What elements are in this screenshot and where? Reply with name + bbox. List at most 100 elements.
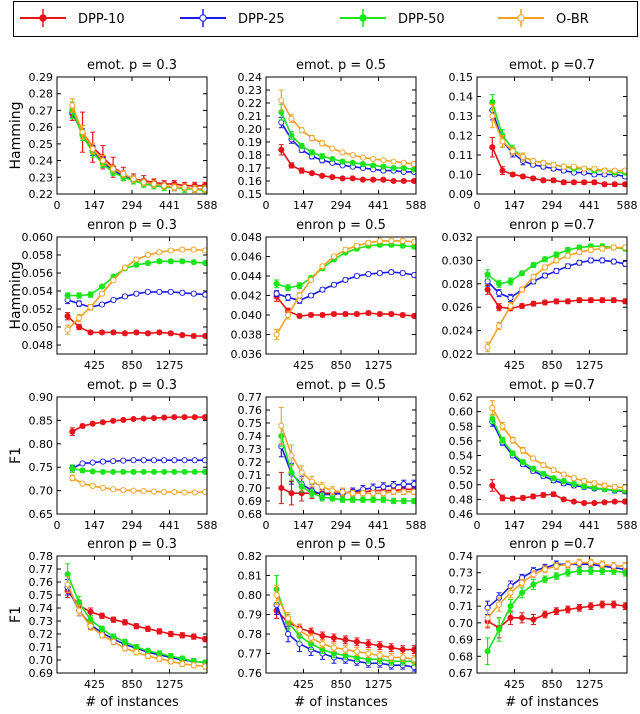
y-tick-label: 0.060 xyxy=(22,231,54,244)
data-point xyxy=(540,491,547,499)
data-point xyxy=(179,632,186,639)
x-tick-label: 425 xyxy=(293,678,314,691)
y-tick-label: 0.17 xyxy=(238,162,263,175)
data-point xyxy=(410,497,416,505)
data-point xyxy=(296,312,303,320)
axes-frame xyxy=(56,236,208,355)
data-point xyxy=(89,420,96,427)
data-point xyxy=(202,636,207,643)
data-point xyxy=(518,270,526,277)
data-point xyxy=(611,181,618,188)
legend-marker xyxy=(517,14,525,22)
series-dpp-10 xyxy=(484,284,627,312)
data-point xyxy=(496,304,503,311)
panel-1-3: emot. p =0.7 0.09 0.10 0.11 0.12 0.13 0.14 0.15… xyxy=(449,58,638,212)
series-dpp-10 xyxy=(69,414,207,436)
data-point xyxy=(308,170,315,177)
y-tick-label: 0.15 xyxy=(449,71,474,84)
x-tick-label: 1275 xyxy=(576,678,604,691)
data-point xyxy=(550,161,557,168)
data-point xyxy=(610,297,617,304)
data-point xyxy=(121,638,128,645)
data-point xyxy=(89,482,96,489)
data-point xyxy=(560,478,567,485)
data-point xyxy=(399,311,406,319)
data-point xyxy=(202,291,207,298)
data-point xyxy=(87,304,94,311)
data-point xyxy=(285,284,292,291)
plot-area xyxy=(64,563,207,670)
data-point xyxy=(376,310,383,318)
y-tick-label: 0.69 xyxy=(238,495,263,508)
axes-frame xyxy=(265,555,417,674)
data-point xyxy=(130,487,137,494)
x-tick-label: 588 xyxy=(197,199,218,212)
data-point xyxy=(489,144,496,151)
y-tick-label: 0.058 xyxy=(22,249,54,262)
data-point xyxy=(541,566,548,573)
y-tick-label: 0.040 xyxy=(231,309,263,322)
data-point xyxy=(587,297,594,304)
y-tick-label: 0.022 xyxy=(442,348,474,361)
y-tick-label: 0.042 xyxy=(231,290,263,303)
data-point xyxy=(370,496,377,503)
series-dpp-10 xyxy=(489,136,627,188)
data-point xyxy=(133,329,140,336)
data-point xyxy=(365,270,372,278)
data-point xyxy=(288,132,295,139)
data-point xyxy=(507,302,514,310)
series-line xyxy=(487,259,626,299)
data-point xyxy=(599,297,606,304)
data-point xyxy=(576,297,583,304)
x-tick-label: 425 xyxy=(504,678,525,691)
data-point xyxy=(560,496,567,503)
y-tick-label: 0.21 xyxy=(238,110,263,123)
data-point xyxy=(133,261,140,268)
data-point xyxy=(622,298,627,305)
data-point xyxy=(285,311,292,319)
data-point xyxy=(349,496,356,503)
y-tick-label: 0.78 xyxy=(238,628,263,641)
data-point xyxy=(359,496,366,503)
data-point xyxy=(509,171,516,178)
x-tick-label: 0 xyxy=(54,199,61,212)
data-point xyxy=(319,483,326,490)
data-point xyxy=(79,480,86,487)
series-dpp-10 xyxy=(489,479,627,507)
data-point xyxy=(99,419,106,426)
data-point xyxy=(69,474,76,482)
data-point xyxy=(518,302,526,310)
data-point xyxy=(307,634,315,641)
data-point xyxy=(307,292,315,299)
data-point xyxy=(298,142,305,149)
series-o-br xyxy=(64,576,207,670)
data-point xyxy=(541,611,548,618)
series-dpp-50 xyxy=(489,94,627,176)
data-point xyxy=(622,260,627,267)
data-point xyxy=(273,280,280,287)
data-point xyxy=(530,571,537,578)
data-point xyxy=(342,276,349,283)
data-point xyxy=(365,640,372,647)
data-point xyxy=(319,632,326,640)
data-point xyxy=(576,259,583,266)
data-point xyxy=(499,494,506,501)
panel-3-3: emot. p =0.7 0.46 0.480.50 0.520.54 0.56 0.58… xyxy=(449,378,638,532)
y-tick-label: 0.90 xyxy=(29,391,54,404)
data-point xyxy=(319,640,326,647)
data-point xyxy=(89,145,96,152)
y-tick-label: 0.81 xyxy=(238,570,263,583)
data-point xyxy=(130,468,137,475)
data-point xyxy=(349,151,356,159)
data-point xyxy=(388,644,395,651)
data-point xyxy=(161,468,168,475)
data-point xyxy=(121,293,128,300)
y-tick-label: 0.50 xyxy=(449,479,474,492)
data-point xyxy=(611,167,618,174)
data-point xyxy=(179,332,186,339)
data-point xyxy=(98,283,106,290)
data-point xyxy=(190,246,197,253)
data-point xyxy=(353,638,360,645)
data-point xyxy=(342,246,349,253)
data-point xyxy=(120,468,127,475)
